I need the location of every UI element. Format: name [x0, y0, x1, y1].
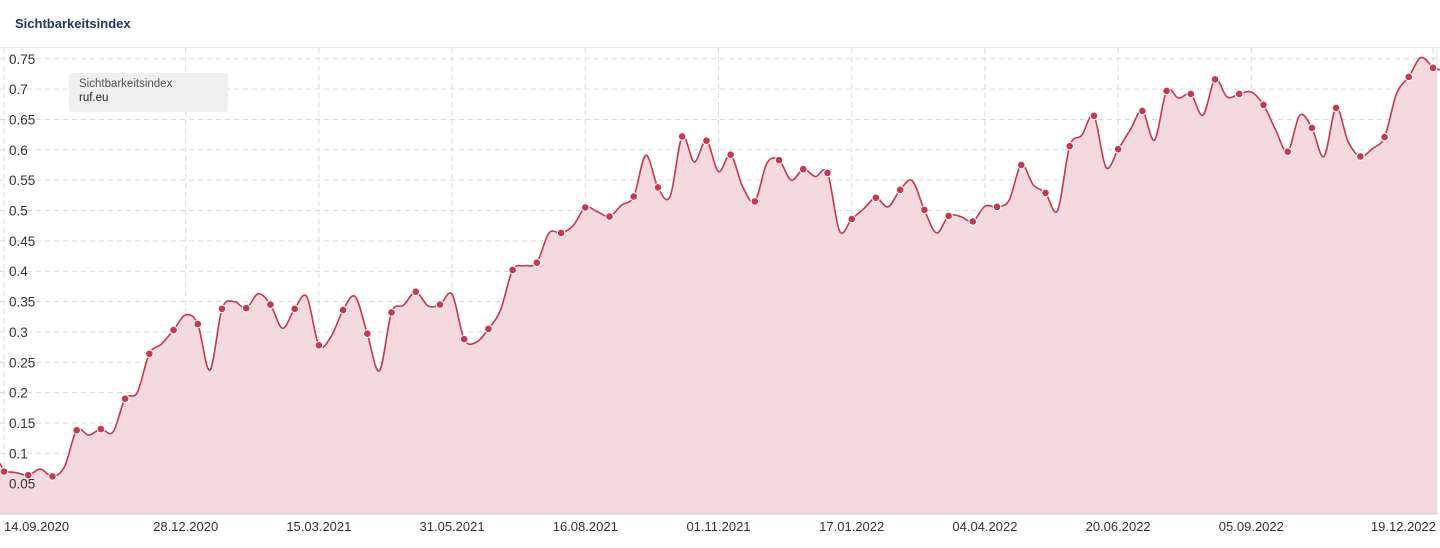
- y-tick-label: 0.75: [9, 52, 35, 67]
- data-point: [605, 212, 614, 221]
- panel-header: Sichtbarkeitsindex: [0, 0, 1440, 48]
- data-point: [484, 324, 493, 334]
- data-point: [944, 211, 953, 221]
- x-tick-label: 31.05.2021: [420, 519, 485, 534]
- area-layer: [0, 56, 1440, 515]
- data-point: [1113, 144, 1123, 154]
- data-point: [1331, 103, 1341, 113]
- data-point: [1307, 123, 1317, 133]
- x-axis-labels: 14.09.2020 28.12.2020 15.03.2021 31.05.2021…: [4, 519, 1436, 534]
- y-tick-label: 0.3: [9, 325, 28, 340]
- y-tick-label: 0.25: [9, 355, 35, 370]
- y-tick-label: 0.1: [9, 446, 28, 461]
- data-point: [508, 265, 517, 275]
- x-tick-label: 28.12.2020: [153, 519, 218, 534]
- data-point: [1428, 63, 1438, 73]
- data-point: [653, 183, 663, 192]
- data-point: [1186, 89, 1196, 99]
- data-point: [1404, 72, 1414, 82]
- data-point: [1210, 75, 1220, 84]
- data-point: [580, 203, 590, 212]
- series-line: [3, 56, 1440, 478]
- y-tick-label: 0.4: [9, 264, 28, 279]
- legend: Sichtbarkeitsindex ruf.eu: [69, 73, 228, 112]
- data-point: [96, 424, 106, 434]
- data-point: [435, 300, 445, 309]
- markers: [0, 63, 1438, 481]
- data-point: [48, 472, 57, 481]
- data-point: [968, 217, 978, 226]
- area-fill: [0, 57, 1437, 514]
- data-point: [629, 192, 639, 201]
- x-tick-label: 01.11.2021: [686, 519, 750, 534]
- data-point: [217, 304, 227, 314]
- data-point: [1356, 152, 1365, 161]
- data-point: [532, 258, 542, 268]
- data-point: [72, 425, 81, 435]
- x-tick-label: 15.03.2021: [286, 519, 351, 534]
- data-point: [750, 197, 760, 206]
- data-point: [120, 394, 130, 403]
- data-point: [895, 185, 905, 195]
- data-point: [169, 325, 178, 335]
- y-tick-label: 0.35: [9, 295, 35, 310]
- data-point: [0, 467, 9, 476]
- data-point: [411, 287, 421, 297]
- data-point: [363, 329, 372, 339]
- x-tick-label: 04.04.2022: [952, 519, 1017, 534]
- y-tick-label: 0.2: [9, 386, 28, 401]
- x-tick-label: 19.12.2022: [1371, 519, 1436, 534]
- data-point: [266, 300, 275, 309]
- data-point: [1089, 111, 1099, 121]
- y-tick-label: 0.5: [9, 204, 28, 219]
- data-point: [314, 340, 324, 350]
- x-tick-label: 05.09.2022: [1219, 519, 1284, 534]
- data-point: [145, 349, 154, 359]
- panel-title: Sichtbarkeitsindex: [15, 16, 131, 31]
- legend-domain: ruf.eu: [79, 92, 109, 104]
- data-point: [1380, 132, 1389, 142]
- data-point: [677, 132, 687, 141]
- data-point: [1283, 147, 1292, 156]
- data-point: [1065, 141, 1074, 151]
- y-tick-label: 0.65: [9, 112, 35, 127]
- data-point: [1041, 188, 1050, 198]
- data-point: [702, 136, 711, 145]
- y-tick-label: 0.7: [9, 82, 28, 97]
- data-point: [241, 303, 251, 313]
- data-point: [1259, 100, 1268, 110]
- y-tick-label: 0.45: [9, 234, 35, 249]
- data-point: [1138, 106, 1147, 116]
- data-point: [871, 193, 881, 203]
- y-axis-labels: 0.05 0.1 0.15 0.2 0.25 0.3 0.35 0.4 0.45 0.5 0.55 0…: [9, 52, 35, 492]
- data-point: [726, 150, 735, 159]
- y-tick-label: 0.15: [9, 416, 35, 431]
- x-tick-label: 16.08.2021: [553, 519, 618, 534]
- data-point: [1234, 89, 1244, 99]
- data-point: [556, 228, 566, 238]
- data-point: [338, 305, 348, 315]
- data-point: [847, 214, 857, 224]
- data-point: [823, 168, 832, 178]
- data-point: [1016, 160, 1026, 170]
- data-point: [193, 319, 203, 329]
- data-point: [387, 308, 396, 317]
- data-point: [459, 334, 469, 344]
- x-tick-label: 20.06.2022: [1086, 519, 1151, 534]
- x-tick-label: 17.01.2022: [819, 519, 884, 534]
- x-tick-label: 14.09.2020: [4, 519, 69, 534]
- data-point: [920, 205, 929, 215]
- data-point: [1162, 86, 1171, 96]
- data-point: [992, 202, 1002, 212]
- y-tick-label: 0.05: [9, 477, 35, 492]
- legend-metric: Sichtbarkeitsindex: [79, 78, 173, 90]
- y-tick-label: 0.6: [9, 143, 28, 158]
- data-point: [798, 164, 808, 174]
- data-point: [23, 470, 33, 480]
- data-point: [290, 304, 299, 314]
- y-tick-label: 0.55: [9, 173, 35, 188]
- data-point: [774, 155, 784, 165]
